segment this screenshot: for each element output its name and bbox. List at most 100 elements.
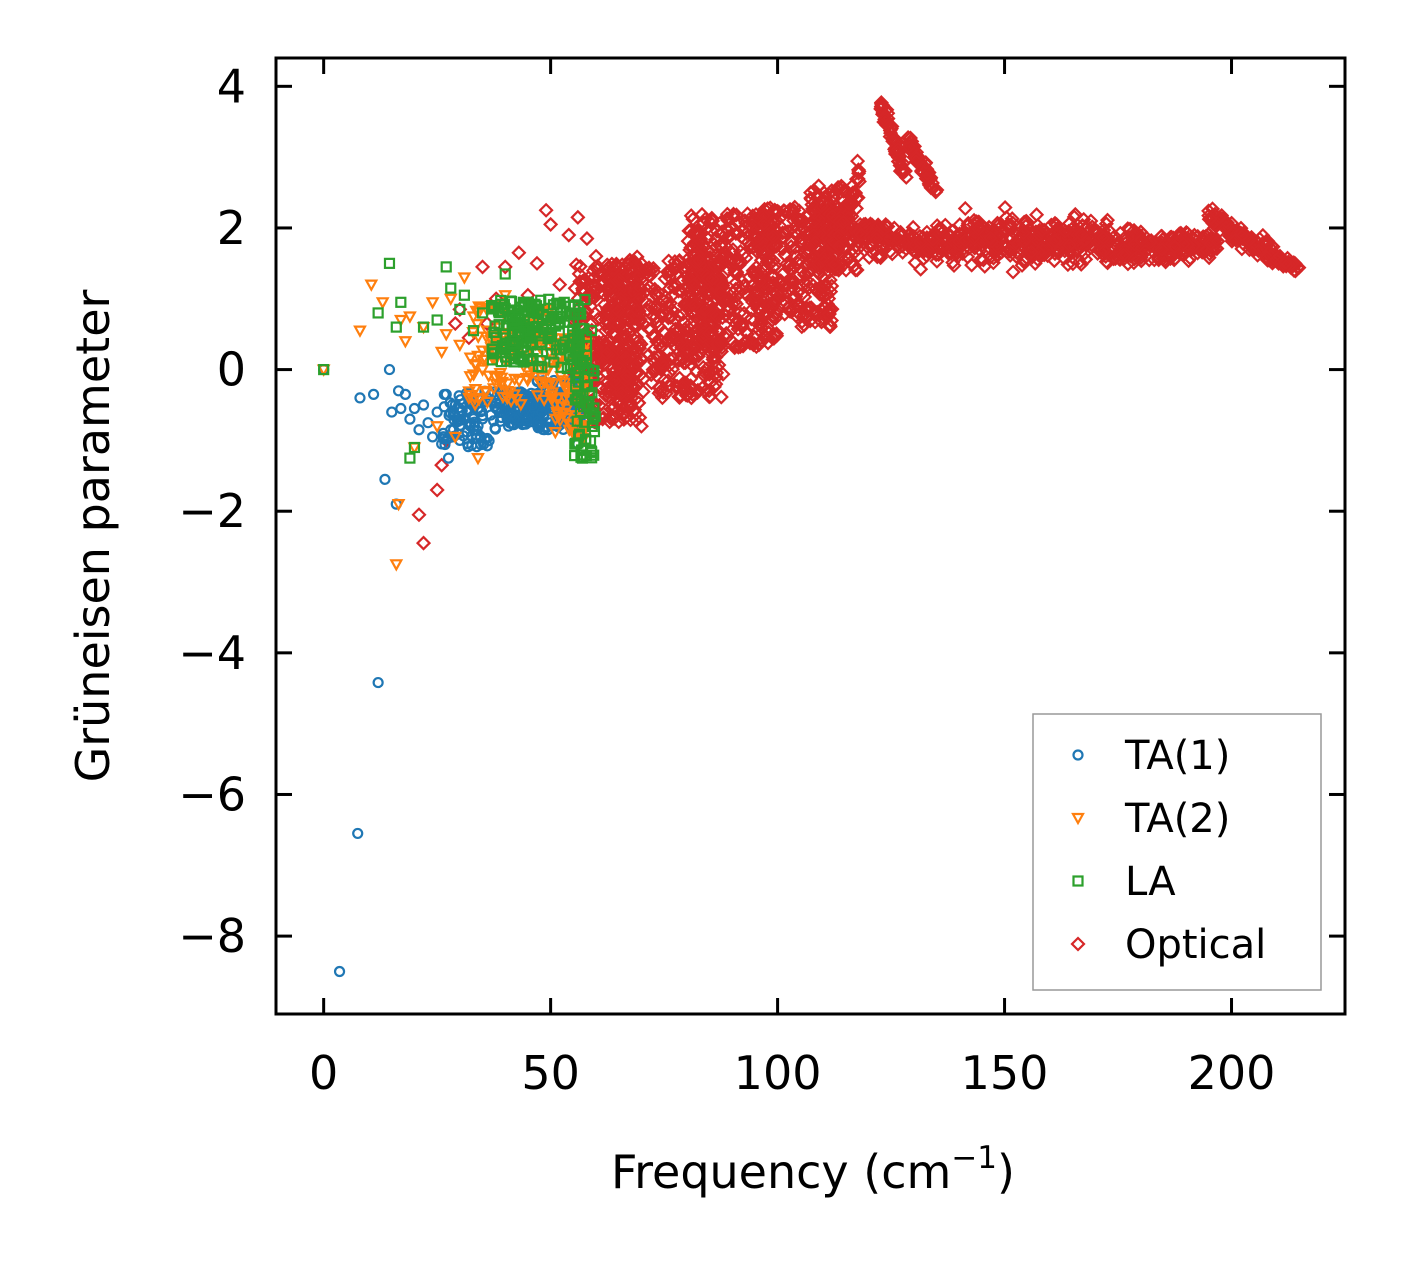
- scatter-point: [598, 387, 614, 404]
- scatter-point: [791, 252, 807, 268]
- scatter-point: [750, 288, 766, 304]
- scatter-point: [773, 273, 789, 289]
- scatter-point: [427, 431, 439, 443]
- x-tick-label: 150: [961, 1046, 1049, 1100]
- scatter-point: [586, 420, 598, 433]
- scatter-point: [698, 301, 714, 317]
- scatter-point: [476, 410, 489, 422]
- scatter-point: [872, 247, 888, 264]
- scatter-point: [841, 196, 857, 212]
- scatter-point: [915, 244, 931, 260]
- scatter-point: [960, 218, 976, 234]
- scatter-point: [563, 316, 575, 328]
- scatter-point: [1008, 248, 1024, 265]
- scatter-point: [605, 348, 621, 364]
- scatter-point: [538, 424, 550, 436]
- scatter-point: [951, 233, 967, 249]
- scatter-point: [1202, 211, 1218, 227]
- scatter-point: [1002, 240, 1018, 256]
- legend-label: LA: [1125, 859, 1176, 905]
- scatter-point: [842, 215, 859, 231]
- scatter-point: [1078, 251, 1094, 267]
- scatter-point: [1228, 232, 1244, 248]
- scatter-point: [462, 441, 474, 453]
- scatter-point: [504, 310, 516, 323]
- scatter-point: [583, 290, 599, 306]
- scatter-point: [912, 235, 928, 251]
- scatter-point: [706, 379, 722, 395]
- scatter-point: [776, 277, 792, 293]
- scatter-point: [940, 240, 956, 256]
- scatter-point: [730, 339, 746, 355]
- scatter-point: [802, 313, 818, 329]
- scatter-point: [585, 271, 601, 287]
- scatter-point: [656, 372, 672, 388]
- scatter-point: [575, 444, 588, 456]
- scatter-point: [440, 388, 452, 400]
- scatter-point: [1099, 212, 1116, 228]
- scatter-point: [558, 296, 570, 308]
- scatter-point: [506, 338, 519, 350]
- scatter-point: [526, 321, 539, 333]
- scatter-point: [641, 321, 657, 337]
- scatter-point: [700, 271, 716, 287]
- scatter-point: [957, 200, 973, 217]
- scatter-point: [840, 249, 856, 265]
- scatter-point: [706, 257, 723, 273]
- scatter-point: [901, 138, 917, 155]
- scatter-point: [471, 453, 485, 466]
- scatter-point: [1005, 215, 1021, 231]
- scatter-point: [1073, 227, 1089, 243]
- scatter-point: [598, 311, 614, 327]
- scatter-point: [661, 378, 677, 394]
- scatter-point: [701, 389, 717, 405]
- scatter-point: [1075, 218, 1091, 234]
- scatter-point: [697, 211, 713, 227]
- scatter-point: [1277, 255, 1294, 271]
- scatter-point: [454, 303, 466, 315]
- scatter-point: [538, 202, 554, 218]
- x-axis-label-tail: ): [997, 1145, 1015, 1199]
- scatter-point: [462, 386, 476, 399]
- scatter-point: [577, 401, 590, 413]
- scatter-point: [641, 260, 657, 276]
- scatter-point: [831, 180, 847, 196]
- y-tick-label: −4: [178, 626, 246, 680]
- scatter-point: [1061, 237, 1077, 253]
- scatter-point: [713, 389, 729, 405]
- scatter-point: [818, 276, 834, 292]
- scatter-point: [436, 438, 448, 450]
- scatter-point: [548, 427, 563, 440]
- scatter-point: [490, 332, 502, 344]
- scatter-point: [784, 261, 800, 277]
- legend-marker: [1072, 749, 1084, 761]
- scatter-point: [431, 314, 443, 326]
- scatter-point: [688, 340, 704, 356]
- scatter-point: [811, 187, 827, 204]
- scatter-point: [660, 373, 676, 389]
- scatter-point: [900, 129, 916, 146]
- scatter-point: [466, 311, 481, 324]
- scatter-point: [780, 204, 796, 220]
- scatter-point: [796, 221, 812, 237]
- scatter-point: [648, 309, 664, 325]
- legend-marker: [1071, 812, 1085, 826]
- scatter-point: [685, 211, 701, 227]
- scatter-point: [1201, 250, 1217, 266]
- scatter-point: [354, 392, 366, 404]
- scatter-point: [790, 211, 806, 227]
- scatter-point: [606, 411, 622, 427]
- scatter-point: [1031, 227, 1047, 243]
- scatter-point: [547, 312, 560, 324]
- scatter-point: [728, 281, 744, 297]
- scatter-point: [514, 350, 526, 363]
- scatter-point: [639, 282, 655, 298]
- legend-label: TA(1): [1124, 733, 1230, 779]
- scatter-point: [760, 320, 776, 336]
- scatter-point: [1047, 233, 1063, 249]
- scatter-point: [681, 301, 697, 317]
- scatter-point: [558, 382, 573, 395]
- y-tick-label: −6: [178, 767, 246, 821]
- scatter-point: [971, 221, 987, 237]
- scatter-point: [1167, 239, 1183, 255]
